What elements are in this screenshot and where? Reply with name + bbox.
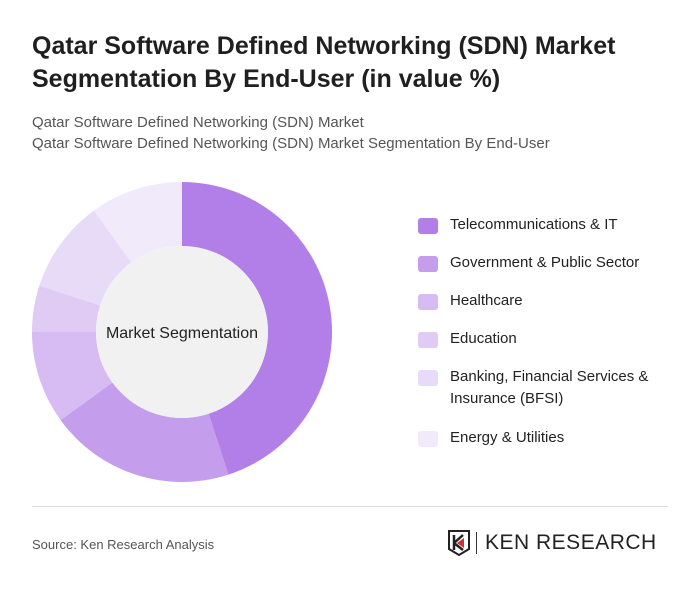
legend-swatch — [418, 256, 438, 272]
ken-research-logo: KEN RESEARCH — [448, 530, 657, 556]
donut-slice — [60, 382, 229, 483]
subtitle-segmentation: Qatar Software Defined Networking (SDN) … — [32, 135, 550, 152]
donut-slice — [39, 210, 132, 306]
legend-label: Banking, Financial Services & Insurance … — [450, 368, 649, 407]
source-note: Source: Ken Research Analysis — [32, 537, 215, 552]
legend-swatch — [418, 218, 438, 234]
legend-label: Telecommunications & IT — [450, 216, 618, 233]
donut-slice — [32, 285, 101, 332]
logo-text: KEN RESEARCH — [485, 531, 657, 554]
divider — [32, 506, 668, 507]
legend-item: Education — [418, 328, 668, 350]
legend-label: Energy & Utilities — [450, 429, 565, 446]
legend-swatch — [418, 294, 438, 310]
chart-title: Qatar Software Defined Networking (SDN) … — [32, 32, 616, 93]
legend-item: Banking, Financial Services & Insurance … — [418, 366, 668, 410]
legend-item: Government & Public Sector — [418, 252, 668, 274]
donut-slice — [32, 332, 113, 421]
legend-swatch — [418, 370, 438, 386]
logo-separator — [476, 532, 477, 554]
donut-slice — [182, 182, 333, 475]
legend-swatch — [418, 332, 438, 348]
center-label: Market Segmentation — [106, 325, 258, 342]
legend-item: Energy & Utilities — [418, 427, 668, 449]
donut-center — [96, 246, 268, 418]
legend-item: Healthcare — [418, 290, 668, 312]
donut-slice — [93, 182, 182, 263]
subtitle-market: Qatar Software Defined Networking (SDN) … — [32, 114, 364, 131]
ken-logo-icon — [448, 530, 470, 556]
donut-chart: Market Segmentation — [32, 182, 333, 483]
legend-item: Telecommunications & IT — [418, 214, 668, 236]
legend-swatch — [418, 431, 438, 447]
legend-label: Education — [450, 330, 517, 347]
legend-label: Healthcare — [450, 292, 523, 309]
legend-label: Government & Public Sector — [450, 254, 640, 271]
